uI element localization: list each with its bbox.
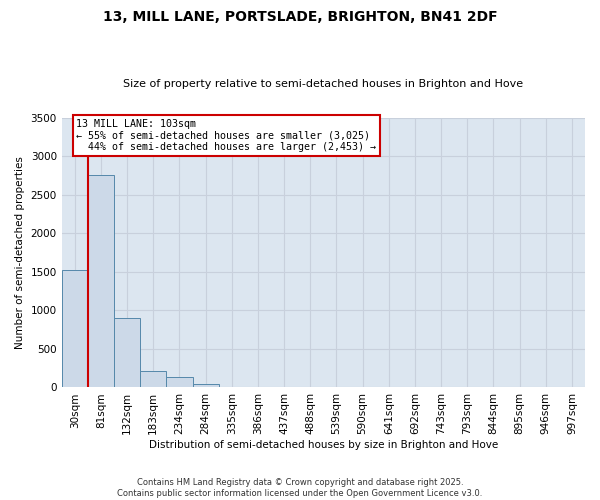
Bar <box>140 372 166 388</box>
Y-axis label: Number of semi-detached properties: Number of semi-detached properties <box>15 156 25 349</box>
Text: 13 MILL LANE: 103sqm
← 55% of semi-detached houses are smaller (3,025)
  44% of : 13 MILL LANE: 103sqm ← 55% of semi-detac… <box>76 119 376 152</box>
Bar <box>88 176 114 388</box>
Title: Size of property relative to semi-detached houses in Brighton and Hove: Size of property relative to semi-detach… <box>123 79 523 89</box>
Text: 13, MILL LANE, PORTSLADE, BRIGHTON, BN41 2DF: 13, MILL LANE, PORTSLADE, BRIGHTON, BN41… <box>103 10 497 24</box>
Text: Contains HM Land Registry data © Crown copyright and database right 2025.
Contai: Contains HM Land Registry data © Crown c… <box>118 478 482 498</box>
Bar <box>114 318 140 388</box>
X-axis label: Distribution of semi-detached houses by size in Brighton and Hove: Distribution of semi-detached houses by … <box>149 440 498 450</box>
Bar <box>193 384 218 388</box>
Bar <box>62 270 88 388</box>
Bar <box>166 378 193 388</box>
